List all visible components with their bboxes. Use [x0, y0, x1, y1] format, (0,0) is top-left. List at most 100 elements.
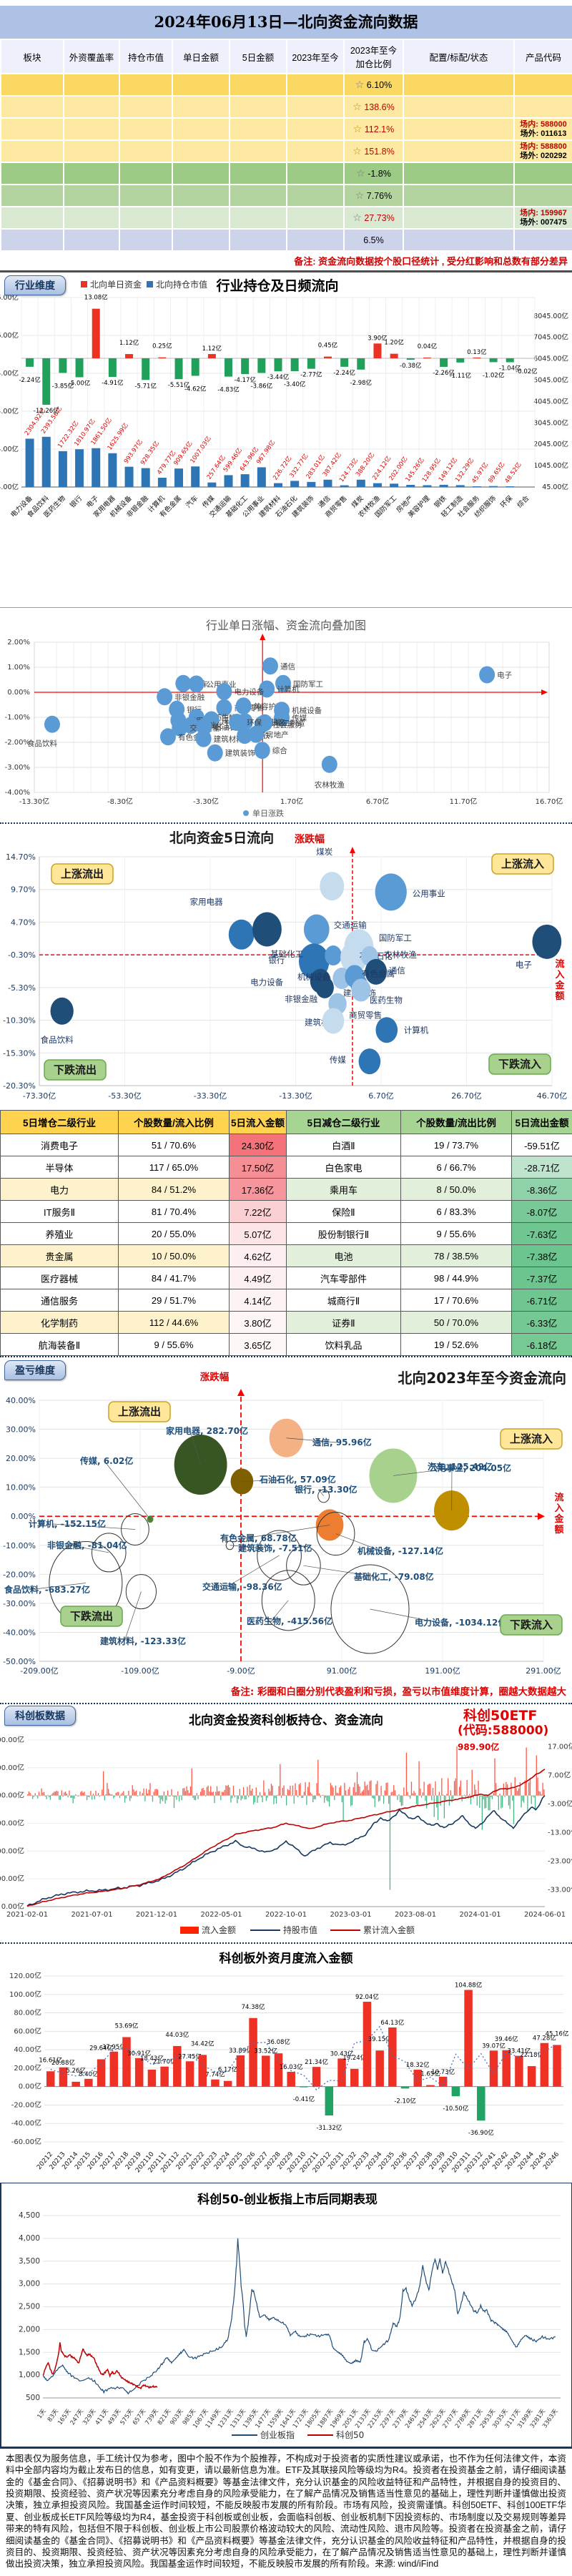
daily-flow-bar — [289, 1790, 290, 1796]
daily-flow-bar — [391, 1792, 392, 1796]
right-tick: 7045.00亿 — [533, 333, 568, 342]
flow-label: 0.04亿 — [418, 343, 437, 350]
point-label: 非银金融 — [174, 692, 204, 702]
summary-cell — [119, 118, 172, 140]
month-bar — [148, 2070, 157, 2087]
y-tick: 9.70% — [11, 885, 36, 895]
daily-flow-bar — [429, 1784, 430, 1796]
point-label: 农林牧渔 — [315, 780, 345, 790]
t5-cell: 3.65亿 — [230, 1334, 287, 1356]
flow-bar — [324, 357, 332, 358]
bubble-label: 非银金融 — [285, 994, 317, 1004]
product-code: 场外: 020292 — [515, 152, 572, 161]
summary-cell — [1, 118, 64, 140]
daily-flow-bar — [233, 1786, 234, 1796]
tab-industry[interactable]: 行业维度 — [4, 275, 66, 295]
summary-row: 6.5% — [1, 229, 572, 251]
right-tick: 17.00亿 — [548, 1742, 572, 1751]
y-tick: 80.00亿 — [14, 2008, 41, 2017]
summary-cell: ☆ 27.73% — [344, 207, 403, 229]
bar-label: -31.32亿 — [316, 2124, 342, 2132]
y-tick: -0.30% — [8, 950, 36, 960]
tab-star-board[interactable]: 科创板数据 — [4, 1706, 76, 1726]
t5-cell: 50 / 70.0% — [401, 1312, 512, 1334]
month-bar — [325, 2087, 334, 2115]
month-bar — [110, 2052, 119, 2087]
bubble-label: 基础化工, -79.08亿 — [353, 1571, 434, 1582]
daily-flow-bar — [479, 1796, 480, 1808]
left-tick: 6.00亿 — [0, 331, 19, 340]
daily-flow-bar — [297, 1796, 298, 1797]
daily-flow-bar — [499, 1794, 500, 1796]
month-bar — [464, 1990, 473, 2086]
holdings-bar — [125, 467, 134, 487]
t5-cell: -7.38亿 — [512, 1245, 572, 1267]
daily-flow-bar — [503, 1784, 504, 1796]
t5-cell: 19 / 73.7% — [401, 1134, 512, 1156]
t5-cell: 汽车零部件 — [287, 1267, 401, 1289]
quadrant-badge-label: 下跌流入 — [498, 1058, 541, 1071]
summary-cell — [287, 162, 344, 185]
pnl-bubble — [231, 1469, 254, 1495]
summary-cell — [403, 185, 514, 207]
daily-flow-bar — [90, 1791, 91, 1795]
daily-flow-bar — [142, 1793, 143, 1795]
t5-cell: 20 / 55.0% — [119, 1223, 230, 1245]
flow-label: -2.24亿 — [19, 376, 41, 384]
summary-col-1: 外资覆盖率 — [64, 39, 119, 74]
daily-flow-bar — [166, 1796, 167, 1801]
bubble-label: 有色金属, 68.78亿 — [220, 1533, 297, 1543]
daily-flow-bar — [540, 1791, 541, 1795]
daily-flow-bar — [441, 1778, 442, 1795]
daily-flow-bar — [223, 1792, 224, 1796]
holdings-bar — [456, 485, 465, 487]
chart-title: 科创50-创业板指上市后同期表现 — [197, 2192, 378, 2207]
holdings-bar — [158, 478, 167, 487]
daily-flow-bar — [187, 1790, 188, 1795]
daily-flow-bar — [57, 1791, 58, 1796]
month-bar — [350, 2069, 359, 2087]
page-title: 2024年06月13日—北向资金流向数据 — [0, 6, 572, 39]
tab-pnl[interactable]: 盈亏维度 — [4, 1360, 66, 1380]
star-icon: ☆ — [355, 190, 365, 201]
x-tick: 2024-01-01 — [459, 1911, 500, 1919]
flow-label: -5.71亿 — [134, 382, 157, 390]
daily-flow-bar — [485, 1796, 486, 1809]
flow-bar — [192, 358, 199, 375]
left-tick: 600.00亿 — [0, 1819, 24, 1828]
bar-label: 21.34亿 — [305, 2058, 328, 2066]
quadrant-badge-label: 上涨流入 — [510, 1432, 553, 1445]
daily-flow-bar — [388, 1796, 389, 1804]
flow-bubble — [375, 873, 407, 910]
month-bar — [262, 2055, 270, 2086]
axis-label-right: 额 — [554, 1524, 563, 1535]
left-tick: -24.00亿 — [0, 445, 19, 453]
daily-flow-bar — [310, 1792, 311, 1795]
bubble-label: 传媒, 6.02亿 — [79, 1455, 133, 1466]
flow-bar — [440, 358, 448, 367]
daily-flow-bar — [317, 1760, 318, 1796]
t5-cell: 医疗器械 — [1, 1267, 119, 1289]
summary-row: ☆ 7.76% — [1, 185, 572, 207]
daily-flow-bar — [98, 1793, 99, 1796]
daily-flow-bar — [299, 1784, 300, 1796]
t5-cell: 17 / 70.6% — [401, 1289, 512, 1312]
summary-cell — [287, 140, 344, 162]
x-tick: -209.00亿 — [20, 1666, 58, 1676]
scatter-bubble — [248, 726, 264, 743]
add-ratio: 7.76% — [367, 191, 392, 201]
daily-flow-bar — [530, 1778, 531, 1795]
flow-bar — [506, 358, 514, 363]
month-bar — [287, 2072, 295, 2087]
summary-cell: ☆ -1.8% — [344, 162, 403, 185]
daily-flow-bar — [383, 1796, 384, 1804]
summary-cell — [119, 207, 172, 229]
point-label: 通信 — [280, 662, 295, 671]
chart-title: 行业单日涨幅、资金流向叠加图 — [206, 619, 366, 632]
daily-flow-bar — [93, 1794, 94, 1795]
